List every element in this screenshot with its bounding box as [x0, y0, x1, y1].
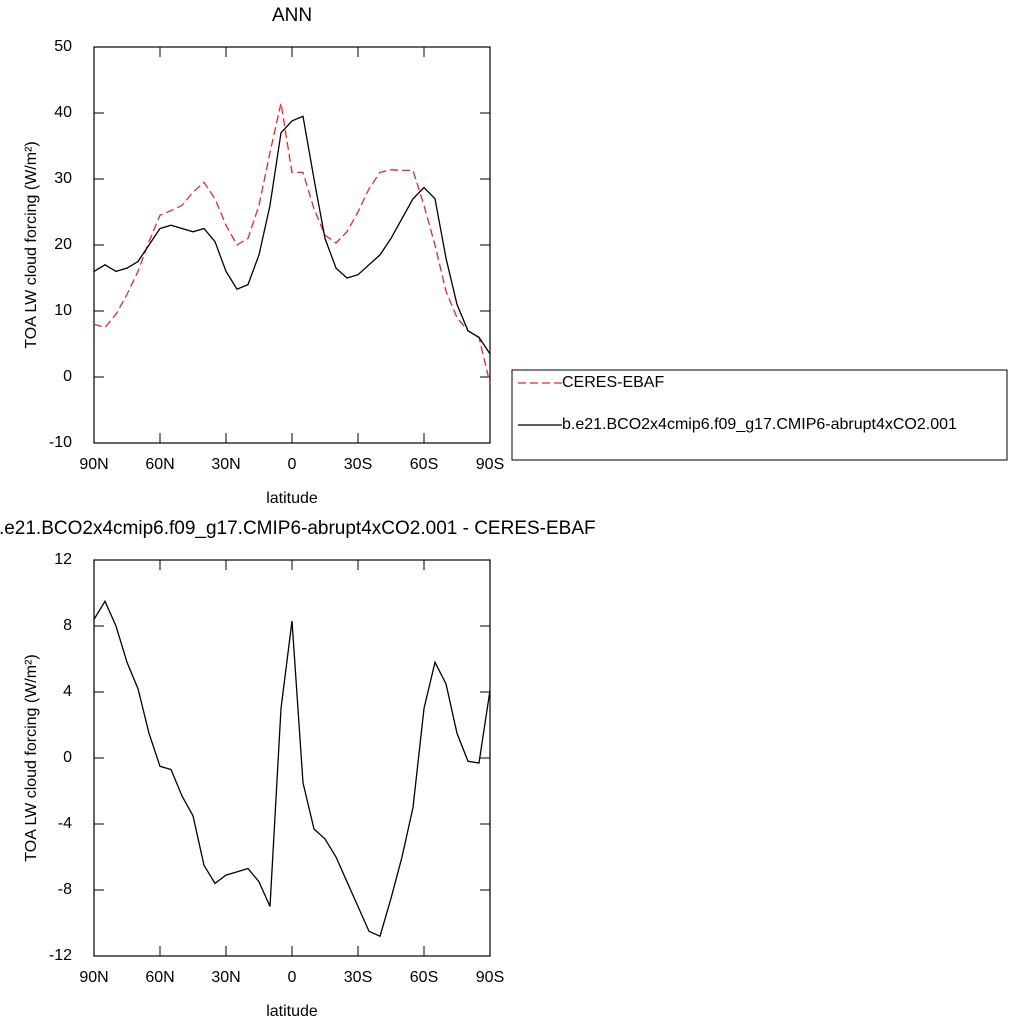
- plot-frame: [93, 559, 491, 957]
- y-tick-label: 0: [63, 749, 72, 766]
- x-tick-label: 90S: [476, 456, 504, 473]
- x-tick-label: 90N: [79, 969, 108, 986]
- x-tick-label: 60S: [410, 969, 438, 986]
- y-tick-label: 4: [63, 683, 72, 700]
- data-line: [93, 102, 491, 384]
- x-tick-label: 0: [288, 969, 297, 986]
- y-tick-label: -8: [58, 881, 72, 898]
- y-tick-label: 40: [54, 104, 72, 121]
- y-tick-label: -10: [49, 434, 72, 451]
- x-tick-label: 30N: [211, 969, 240, 986]
- x-axis-label: latitude: [266, 490, 318, 507]
- y-tick-label: 20: [54, 236, 72, 253]
- x-tick-label: 0: [288, 456, 297, 473]
- y-tick-label: 8: [63, 617, 72, 634]
- x-tick-label: 90N: [79, 456, 108, 473]
- y-axis-label: TOA LW cloud forcing (W/m²): [23, 141, 40, 348]
- plot-frame: [93, 46, 491, 444]
- x-tick-label: 30S: [344, 969, 372, 986]
- x-tick-label: 90S: [476, 969, 504, 986]
- y-tick-label: -12: [49, 947, 72, 964]
- data-line: [93, 599, 491, 938]
- x-tick-label: 60S: [410, 456, 438, 473]
- x-tick-label: 60N: [145, 969, 174, 986]
- x-tick-label: 60N: [145, 456, 174, 473]
- legend-label: CERES-EBAF: [562, 374, 664, 391]
- y-tick-label: 50: [54, 38, 72, 55]
- y-tick-label: 10: [54, 302, 72, 319]
- y-axis-label: TOA LW cloud forcing (W/m²): [23, 654, 40, 861]
- y-tick-label: 0: [63, 368, 72, 385]
- x-tick-label: 30N: [211, 456, 240, 473]
- chart-title: b.e21.BCO2x4cmip6.f09_g17.CMIP6-abrupt4x…: [0, 518, 596, 539]
- legend-label: b.e21.BCO2x4cmip6.f09_g17.CMIP6-abrupt4x…: [562, 416, 957, 433]
- y-tick-label: 12: [54, 551, 72, 568]
- y-tick-label: -4: [58, 815, 72, 832]
- y-tick-label: 30: [54, 170, 72, 187]
- legend-box: [511, 369, 1008, 461]
- x-tick-label: 30S: [344, 456, 372, 473]
- data-line: [93, 115, 491, 355]
- x-axis-label: latitude: [266, 1003, 318, 1020]
- chart-title: ANN: [272, 5, 312, 26]
